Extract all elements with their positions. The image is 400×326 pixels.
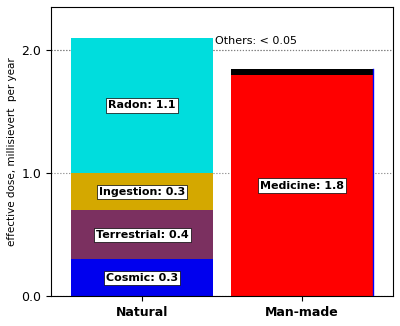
Bar xyxy=(231,68,372,75)
Y-axis label: effective dose, millisievert  per year: effective dose, millisievert per year xyxy=(7,57,17,246)
Text: Terrestrial: 0.4: Terrestrial: 0.4 xyxy=(96,230,188,240)
Bar xyxy=(71,259,213,296)
Bar xyxy=(231,75,372,296)
Text: Others: < 0.05: Others: < 0.05 xyxy=(215,37,297,46)
Text: Radon: 1.1: Radon: 1.1 xyxy=(108,100,176,111)
Bar xyxy=(71,173,213,210)
Text: Medicine: 1.8: Medicine: 1.8 xyxy=(260,181,344,190)
Text: Cosmic: 0.3: Cosmic: 0.3 xyxy=(106,273,178,283)
Bar xyxy=(71,210,213,259)
Bar xyxy=(71,38,213,173)
Text: Ingestion: 0.3: Ingestion: 0.3 xyxy=(99,187,185,197)
